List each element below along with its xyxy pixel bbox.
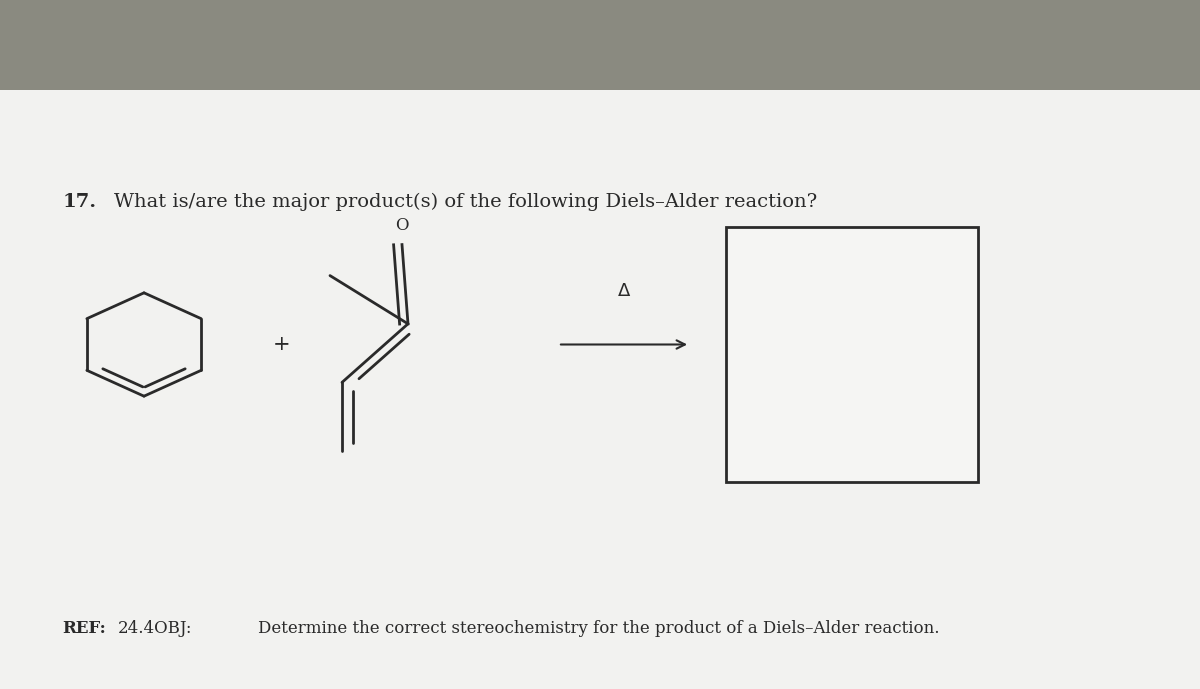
Text: O: O	[395, 217, 409, 234]
FancyBboxPatch shape	[726, 227, 978, 482]
FancyBboxPatch shape	[0, 0, 1200, 90]
Text: REF:: REF:	[62, 620, 106, 637]
Text: +: +	[274, 335, 290, 354]
Text: 24.4OBJ:: 24.4OBJ:	[118, 620, 192, 637]
Text: What is/are the major product(s) of the following Diels–Alder reaction?: What is/are the major product(s) of the …	[114, 193, 817, 211]
Text: Determine the correct stereochemistry for the product of a Diels–Alder reaction.: Determine the correct stereochemistry fo…	[258, 620, 940, 637]
Text: $\Delta$: $\Delta$	[617, 282, 631, 300]
FancyBboxPatch shape	[0, 90, 1200, 689]
Text: 17.: 17.	[62, 193, 96, 211]
